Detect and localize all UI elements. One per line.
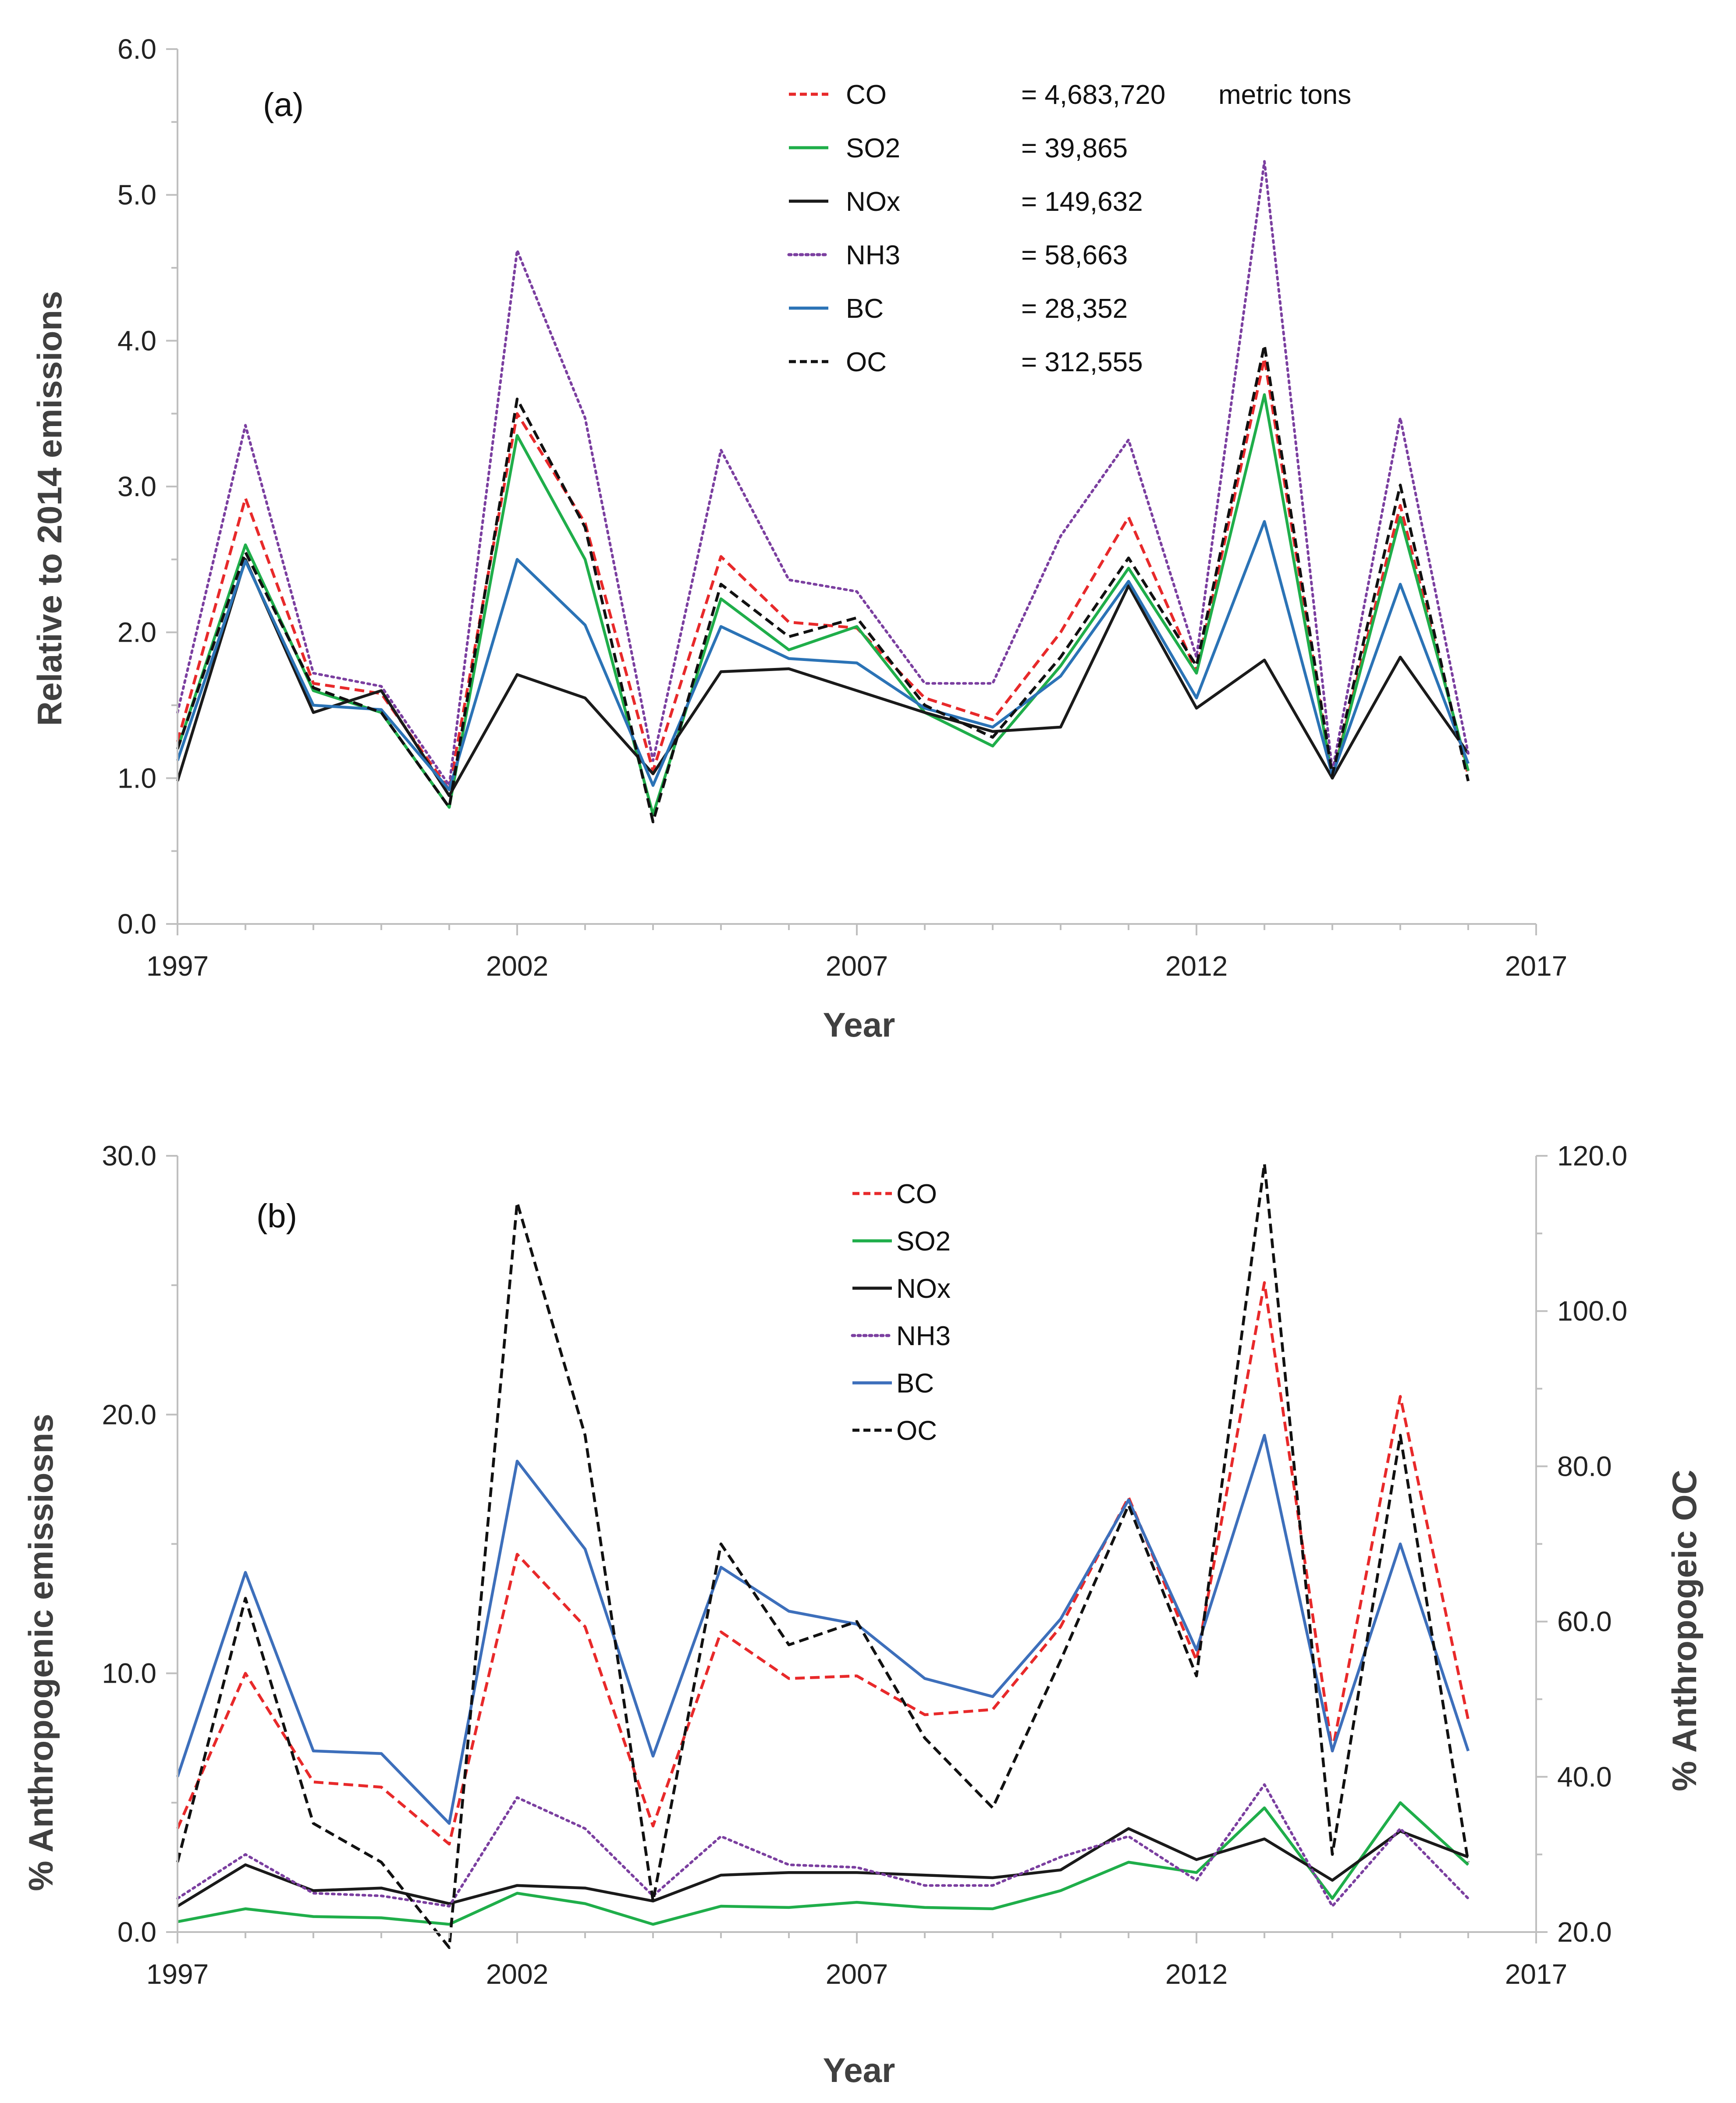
b-right-y-tick-label: 80.0 xyxy=(1557,1450,1612,1482)
b-x-tick-label: 2007 xyxy=(826,1958,888,1990)
a-legend-value-co: = 4,683,720 xyxy=(1021,80,1165,110)
a-y-tick-label: 6.0 xyxy=(117,33,156,65)
b-y-tick-label: 0.0 xyxy=(117,1916,156,1948)
b-y-tick-label: 30.0 xyxy=(102,1140,156,1172)
a-series-line-bc xyxy=(176,520,1470,792)
a-legend-value-oc: = 312,555 xyxy=(1021,347,1143,377)
panel-b-series xyxy=(176,1162,1470,1949)
b-right-y-tick-label: 40.0 xyxy=(1557,1761,1612,1793)
b-x-tick-label: 1997 xyxy=(146,1958,209,1990)
a-series-line-nox xyxy=(176,558,1470,797)
a-legend-value-so2: = 39,865 xyxy=(1021,133,1128,163)
panel-b-tick-labels: 0.0 10.0 20.0 30.0 20.0 40.0 60.0 80.0 100.0 120.… xyxy=(102,1140,1627,1990)
a-legend-value-nox: = 149,632 xyxy=(1021,187,1143,217)
b-legend-label-oc: OC xyxy=(896,1416,937,1446)
panel-b-legend: CO SO2 NOx NH3 BC OC xyxy=(851,1179,951,1446)
b-y-tick-label: 10.0 xyxy=(102,1658,156,1689)
panel-a-x-axis-title: Year xyxy=(823,1005,895,1044)
panel-a-series xyxy=(176,160,1470,824)
a-y-tick-label: 5.0 xyxy=(117,179,156,211)
a-y-tick-label: 2.0 xyxy=(117,617,156,648)
panel-b-label: (b) xyxy=(256,1197,297,1235)
b-right-y-tick-label: 120.0 xyxy=(1557,1140,1627,1172)
b-legend-label-nh3: NH3 xyxy=(896,1321,951,1351)
panel-a-tick-labels: 0.0 1.0 2.0 3.0 4.0 5.0 6.0 1997 2002 2007 2012 201… xyxy=(117,33,1567,982)
b-x-tick-label: 2017 xyxy=(1505,1958,1567,1990)
b-series-line-nox xyxy=(177,1827,1469,1908)
b-legend-label-so2: SO2 xyxy=(896,1226,951,1257)
a-legend-unit: metric tons xyxy=(1218,80,1351,110)
a-legend-label-co: CO xyxy=(846,80,887,110)
panel-b: 0.0 10.0 20.0 30.0 20.0 40.0 60.0 80.0 100.0 120.… xyxy=(21,1140,1704,2089)
a-legend-label-oc: OC xyxy=(846,347,887,377)
a-y-tick-label: 0.0 xyxy=(117,908,156,940)
panel-b-x-axis-title: Year xyxy=(823,2051,895,2089)
panel-a-label: (a) xyxy=(263,86,304,124)
b-series-line-co xyxy=(176,1281,1470,1846)
panel-a-legend: CO = 4,683,720 SO2 = 39,865 NOx = 149,632 NH3 =… xyxy=(787,80,1351,377)
a-legend-value-nh3: = 58,663 xyxy=(1021,240,1128,270)
b-right-y-tick-label: 20.0 xyxy=(1557,1916,1612,1948)
panel-b-y-axis-title: % Anthropogenic emissiosns xyxy=(21,1414,60,1891)
b-series-line-oc xyxy=(176,1162,1470,1949)
a-legend-label-bc: BC xyxy=(846,294,884,324)
a-series-line-oc xyxy=(176,344,1470,824)
b-series-line-bc xyxy=(176,1434,1470,1825)
b-x-tick-label: 2012 xyxy=(1165,1958,1228,1990)
b-legend-label-co: CO xyxy=(896,1179,937,1209)
a-series-line-nh3 xyxy=(176,160,1470,787)
a-x-tick-label: 2017 xyxy=(1505,950,1567,982)
a-y-tick-label: 1.0 xyxy=(117,762,156,794)
panel-b-axes xyxy=(166,1155,1548,1943)
a-legend-label-nh3: NH3 xyxy=(846,240,900,270)
a-y-tick-label: 4.0 xyxy=(117,325,156,356)
b-series-line-nh3 xyxy=(176,1783,1470,1908)
b-series-line-so2 xyxy=(177,1801,1470,1926)
panel-b-right-y-axis-title: % Anthropogeic OC xyxy=(1665,1470,1704,1791)
b-x-tick-label: 2002 xyxy=(486,1958,548,1990)
a-legend-label-nox: NOx xyxy=(846,187,900,217)
a-x-tick-label: 2007 xyxy=(826,950,888,982)
panel-a-axes xyxy=(166,48,1537,935)
a-x-tick-label: 2002 xyxy=(486,950,548,982)
a-x-tick-label: 2012 xyxy=(1165,950,1228,982)
a-legend-value-bc: = 28,352 xyxy=(1021,294,1128,324)
a-y-tick-label: 3.0 xyxy=(117,471,156,502)
b-y-tick-label: 20.0 xyxy=(102,1399,156,1430)
a-legend-label-so2: SO2 xyxy=(846,133,900,163)
b-legend-label-nox: NOx xyxy=(896,1274,951,1304)
b-legend-label-bc: BC xyxy=(896,1368,934,1399)
b-right-y-tick-label: 60.0 xyxy=(1557,1606,1612,1638)
panel-a-y-axis-title: Relative to 2014 emissions xyxy=(30,291,69,726)
a-x-tick-label: 1997 xyxy=(146,950,209,982)
b-right-y-tick-label: 100.0 xyxy=(1557,1295,1627,1327)
panel-a: 0.0 1.0 2.0 3.0 4.0 5.0 6.0 1997 2002 2007 2012 201… xyxy=(30,33,1567,1044)
